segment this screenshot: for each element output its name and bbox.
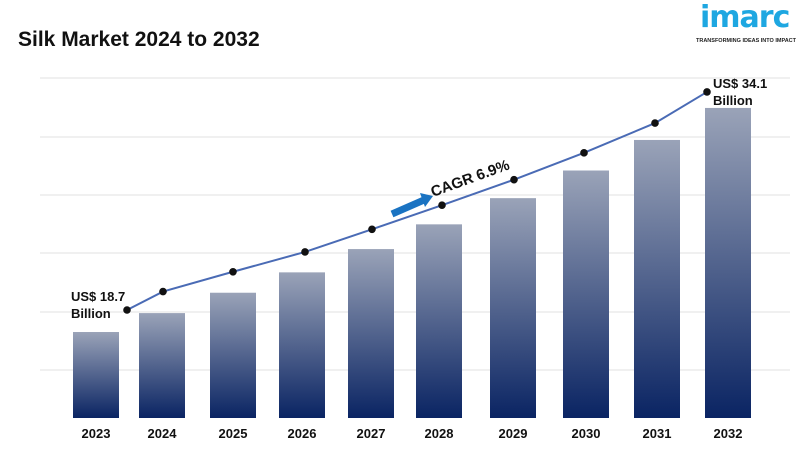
imarc-logo: imarc TRANSFORMING IDEAS INTO IMPACT (694, 2, 798, 48)
start-value-label: US$ 18.7 Billion (71, 288, 125, 322)
end-value-line2: Billion (713, 93, 753, 108)
trend-point-2024 (159, 287, 167, 296)
trend-point-2025 (229, 267, 237, 276)
chart-title: Silk Market 2024 to 2032 (18, 28, 260, 51)
trend-point-2031 (651, 119, 659, 127)
bar-2030 (563, 170, 609, 418)
end-value-label: US$ 34.1 Billion (713, 75, 767, 109)
bar-2023 (73, 332, 119, 418)
cagr-label: CAGR 6.9% (429, 157, 512, 201)
x-tick-label: 2032 (714, 426, 743, 441)
trend-point-2026 (301, 248, 309, 256)
logo-wordmark: imarc (700, 0, 790, 35)
x-tick-label: 2030 (572, 426, 601, 441)
trend-line (126, 91, 708, 311)
x-tick-label: 2026 (288, 426, 317, 441)
x-tick-label: 2029 (499, 426, 528, 441)
x-tick-label: 2023 (82, 426, 111, 441)
trend-point-2027 (368, 225, 376, 234)
end-value-line1: US$ 34.1 (713, 76, 768, 91)
trend-point-2032 (703, 88, 711, 96)
x-tick-label: 2027 (357, 426, 386, 441)
bar-2027 (348, 249, 394, 418)
trend-point-2030 (580, 149, 588, 157)
bar-2025 (210, 292, 256, 418)
bar-2029 (490, 198, 536, 418)
x-tick-label: 2024 (148, 426, 178, 441)
start-value-line2: Billion (71, 306, 111, 321)
bar-2032 (705, 107, 751, 418)
trend-point-2029 (510, 175, 518, 184)
bar-2024 (139, 313, 185, 418)
x-tick-label: 2025 (219, 426, 248, 441)
trend-point-2028 (438, 201, 446, 210)
cagr-arrow-icon (390, 193, 433, 218)
bar-2031 (634, 139, 680, 418)
bar-2028 (416, 224, 462, 418)
trend-point-2023 (123, 306, 131, 314)
x-tick-label: 2028 (425, 426, 454, 441)
start-value-line1: US$ 18.7 (71, 289, 126, 304)
logo-tagline: TRANSFORMING IDEAS INTO IMPACT (696, 38, 797, 44)
x-tick-label: 2031 (643, 426, 672, 441)
bar-2026 (279, 272, 325, 418)
